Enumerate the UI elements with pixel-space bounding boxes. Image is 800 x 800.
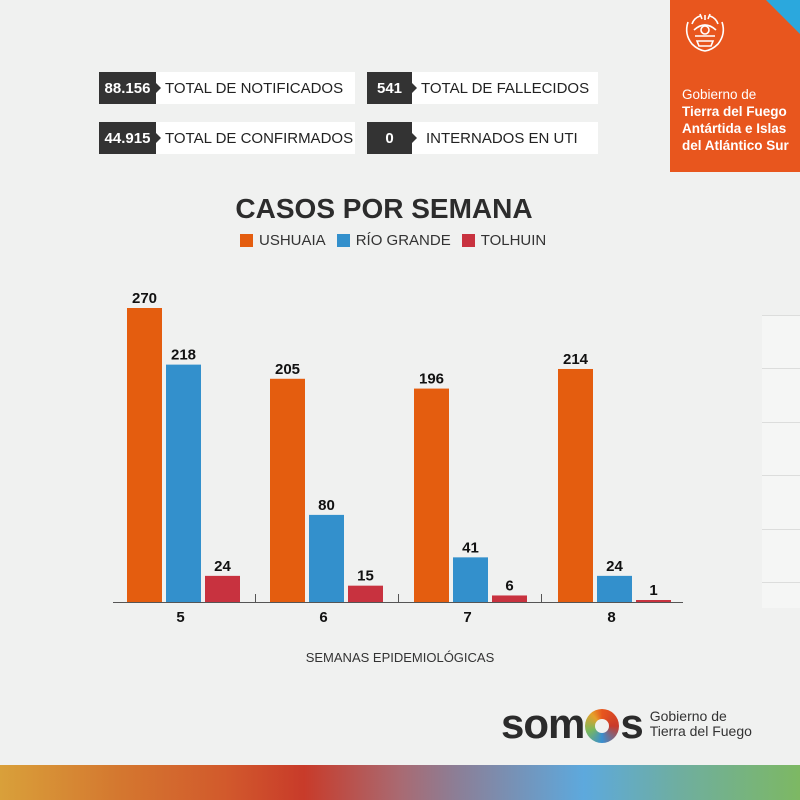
legend-label: RÍO GRANDE — [355, 232, 451, 249]
bar-r-o-grande-week-7 — [453, 557, 488, 602]
side-divider — [762, 422, 800, 423]
x-tick-label: 7 — [463, 609, 471, 626]
legend-item-rio-grande: RÍO GRANDE — [336, 232, 451, 249]
government-line: Tierra del Fuego — [682, 104, 787, 119]
stat-value: 44.915 — [99, 122, 161, 154]
somos-logo: som s Gobierno de Tierra del Fuego — [501, 700, 752, 748]
legend-item-tolhuin: TOLHUIN — [461, 232, 547, 249]
bar-tolhuin-week-6 — [348, 585, 383, 602]
corner-fold-icon — [766, 0, 800, 34]
gradient-footer-bar — [0, 765, 800, 800]
bar-tolhuin-week-8 — [636, 600, 671, 602]
data-label: 214 — [563, 351, 589, 368]
stat-value: 0 — [367, 122, 417, 154]
x-tick-label: 5 — [176, 609, 184, 626]
stat-label: TOTAL DE CONFIRMADOS — [165, 129, 354, 147]
x-tick-label: 8 — [607, 609, 615, 626]
government-badge: Gobierno de Tierra del Fuego Antártida e… — [670, 0, 800, 172]
bar-r-o-grande-week-5 — [166, 364, 201, 602]
bar-ushuaia-week-5 — [127, 308, 162, 602]
government-name: Gobierno de Tierra del Fuego Antártida e… — [682, 86, 789, 154]
government-line: Antártida e Islas — [682, 121, 787, 136]
data-label: 1 — [649, 582, 657, 599]
side-decoration — [762, 315, 800, 608]
side-divider — [762, 315, 800, 316]
government-line: del Atlántico Sur — [682, 138, 789, 153]
bar-r-o-grande-week-6 — [309, 514, 344, 602]
chart-legend: USHUAIA RÍO GRANDE TOLHUIN — [240, 232, 557, 249]
legend-swatch — [240, 234, 253, 247]
x-axis-label: SEMANAS EPIDEMIOLÓGICAS — [305, 650, 495, 665]
bar-ushuaia-week-8 — [558, 368, 593, 602]
ring-logo-icon — [585, 709, 620, 743]
stat-fallecidos: 541 TOTAL DE FALLECIDOS — [367, 72, 598, 104]
side-divider — [762, 582, 800, 583]
stat-value: 88.156 — [99, 72, 161, 104]
data-label: 196 — [419, 371, 444, 388]
data-label: 205 — [275, 361, 300, 378]
provincial-seal-icon — [685, 13, 725, 52]
data-label: 24 — [606, 558, 623, 575]
data-label: 80 — [318, 497, 335, 514]
stat-confirmados: 44.915 TOTAL DE CONFIRMADOS — [99, 122, 355, 154]
data-label: 218 — [171, 347, 196, 364]
bar-r-o-grande-week-8 — [597, 575, 632, 602]
side-divider — [762, 529, 800, 530]
data-label: 24 — [214, 558, 231, 575]
stat-internados: 0 INTERNADOS EN UTI — [367, 122, 598, 154]
bar-ushuaia-week-6 — [270, 378, 305, 602]
x-tick-label: 6 — [319, 609, 327, 626]
brand-text: s — [620, 700, 643, 747]
legend-swatch — [461, 234, 475, 247]
data-label: 41 — [462, 539, 479, 556]
brand-subtitle-line: Tierra del Fuego — [649, 723, 752, 739]
legend-swatch — [336, 234, 350, 247]
brand-subtitle-line: Gobierno de — [649, 708, 727, 724]
legend-label: USHUAIA — [259, 232, 326, 249]
stat-notificados: 88.156 TOTAL DE NOTIFICADOS — [99, 72, 355, 104]
brand-subtitle: Gobierno de Tierra del Fuego — [650, 709, 752, 739]
data-label: 270 — [132, 290, 157, 307]
stat-label: TOTAL DE FALLECIDOS — [421, 79, 590, 97]
bar-chart: 270 218 24 5 205 80 15 6 196 41 6 7 214 24 1 8 — [113, 290, 683, 626]
data-label: 15 — [357, 568, 374, 585]
bar-tolhuin-week-7 — [492, 595, 527, 602]
somos-wordmark: som s — [501, 700, 644, 748]
brand-text: som — [501, 700, 585, 747]
legend-item-ushuaia: USHUAIA — [240, 232, 326, 249]
government-line: Gobierno de — [682, 87, 757, 102]
side-divider — [762, 475, 800, 476]
side-divider — [762, 368, 800, 369]
bar-ushuaia-week-7 — [414, 388, 449, 602]
stat-label: INTERNADOS EN UTI — [426, 129, 578, 147]
bar-tolhuin-week-5 — [205, 575, 240, 602]
stat-label: TOTAL DE NOTIFICADOS — [165, 79, 344, 97]
chart-title: CASOS POR SEMANA — [235, 193, 533, 224]
data-label: 6 — [505, 577, 513, 594]
stat-value: 541 — [367, 72, 417, 104]
legend-label: TOLHUIN — [480, 232, 547, 249]
